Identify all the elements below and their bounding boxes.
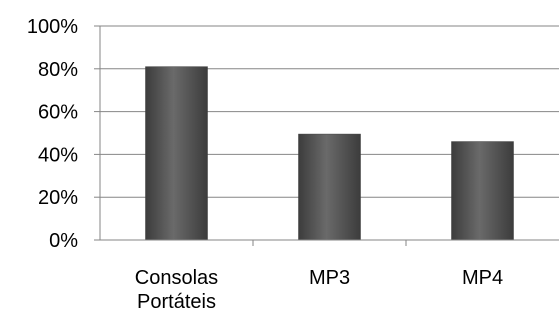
y-tick-label-20: 20% [38,187,78,209]
bars [145,66,514,241]
x-tick-labels: Consolas Portáteis MP3 MP4 [135,267,503,313]
x-tick-label-consolas-portáteis: Consolas Portáteis [135,267,218,313]
y-tick-label-60: 60% [38,102,78,124]
y-tick-label-40: 40% [38,144,78,166]
y-tick-labels: 0% 20% 40% 60% 80% 100% [27,16,78,252]
y-tick-label-100: 100% [27,16,78,38]
axes [94,25,559,246]
bar-mp3 [298,133,361,241]
bar-consolas-portáteis [145,66,208,241]
x-tick-label-mp4: MP4 [462,267,503,289]
y-tick-label-80: 80% [38,59,78,81]
bar-mp4 [451,141,514,241]
y-tick-label-0: 0% [49,230,78,252]
x-tick-label-mp3: MP3 [309,267,350,289]
